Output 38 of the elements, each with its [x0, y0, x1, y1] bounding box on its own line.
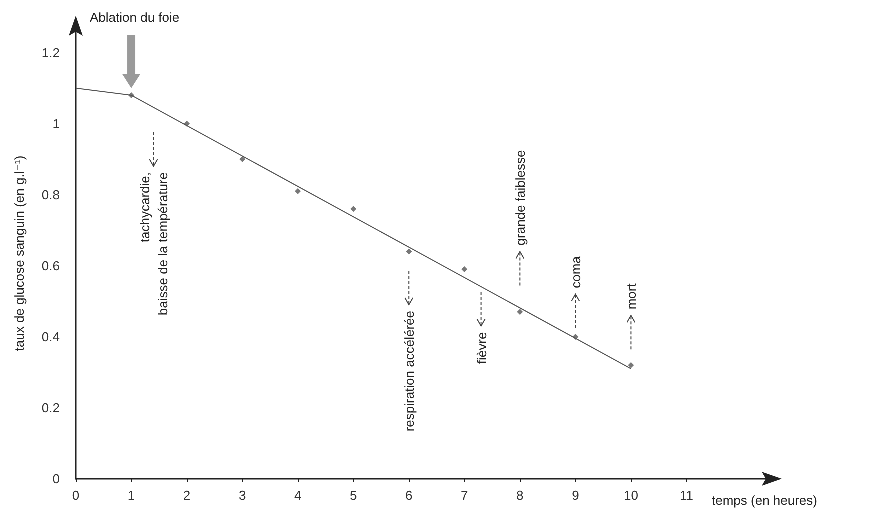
y-axis-title: taux de glucose sanguin (en g.l⁻¹) [12, 156, 27, 352]
annotation: fièvre [474, 332, 490, 364]
y-tick-label: 1.2 [42, 45, 60, 60]
y-tick-label: 0 [52, 472, 60, 486]
point [628, 362, 634, 368]
x-tick-label: 5 [350, 488, 358, 503]
point [128, 92, 135, 98]
point [572, 334, 579, 340]
annotation: mort [624, 283, 640, 310]
point [240, 156, 246, 162]
y-tick-label: 0.4 [42, 329, 60, 344]
x-tick-label: 4 [294, 488, 302, 503]
x-tick-label: 9 [572, 488, 580, 503]
y-tick-label: 0.6 [42, 258, 60, 274]
annotation: respiration accélérée [402, 310, 418, 432]
x-tick-label: 7 [461, 488, 468, 503]
point [517, 309, 524, 316]
annotation: grande faiblesse [513, 150, 528, 246]
x-tick-label: 2 [183, 488, 191, 503]
point [350, 206, 357, 212]
y-tick-label: 0.8 [42, 187, 60, 202]
annotation: tachycardie, baisse de la température [138, 172, 171, 316]
x-tick-label: 8 [516, 488, 524, 503]
y-tick-label: 0.2 [42, 400, 60, 416]
annotation: coma [568, 256, 584, 288]
point [462, 266, 468, 272]
x-tick-label: 3 [238, 488, 246, 503]
x-axis-title: temps (en heures) [712, 493, 818, 508]
x-tick-label: 10 [624, 488, 638, 503]
x-tick-label: 1 [128, 488, 136, 503]
y-tick-label: 1 [52, 116, 60, 132]
x-tick-label: 0 [72, 488, 80, 503]
point [184, 120, 190, 127]
point [295, 188, 302, 194]
x-tick-label: 6 [406, 488, 413, 503]
x-tick-label: 11 [680, 488, 694, 503]
point [406, 248, 412, 255]
text: Ablation du foie [90, 10, 180, 25]
